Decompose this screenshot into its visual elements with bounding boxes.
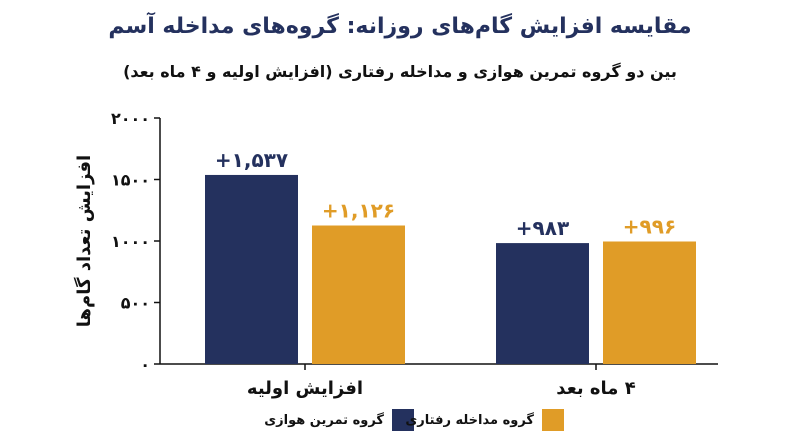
bar-value-label: +۱,۵۳۷ xyxy=(215,148,288,172)
bar xyxy=(205,174,298,364)
y-tick-label: ۲۰۰۰ xyxy=(111,109,150,128)
x-tick-label: ۴ ماه بعد xyxy=(556,378,635,399)
legend-item-behavioral: گروه مداخله رفتاری xyxy=(405,409,564,431)
bar-value-label: +۹۹۶ xyxy=(623,214,676,238)
bar-value-label: +۹۸۳ xyxy=(516,216,569,240)
y-axis-label: افزایش تعداد گام‌ها xyxy=(73,155,95,327)
legend-swatch-behavioral xyxy=(542,409,564,431)
bar-chart: ۰ ۵۰۰ ۱۰۰۰ ۱۵۰۰ ۲۰۰۰ افزایش تعداد گام‌ها +۱,۵۳… xyxy=(73,109,718,399)
y-tick-label: ۰ xyxy=(140,355,150,374)
legend-swatch-aerobic xyxy=(392,409,414,431)
y-tick-label: ۵۰۰ xyxy=(121,294,150,313)
bar xyxy=(496,243,589,364)
bar xyxy=(603,241,696,364)
x-tick-label: افزایش اولیه xyxy=(247,378,363,399)
chart-subtitle: بین دو گروه تمرین هوازی و مداخله رفتاری … xyxy=(123,62,677,81)
y-tick-label: ۱۰۰۰ xyxy=(111,232,150,251)
bar-value-label: +۱,۱۲۶ xyxy=(322,199,395,223)
legend-label-behavioral: گروه مداخله رفتاری xyxy=(405,412,534,428)
y-tick-label: ۱۵۰۰ xyxy=(111,171,150,190)
chart-title: مقایسه افزایش گام‌های روزانه: گروه‌های م… xyxy=(108,14,692,39)
bar xyxy=(312,225,405,364)
legend: گروه تمرین هوازی گروه مداخله رفتاری xyxy=(0,404,800,440)
legend-label-aerobic: گروه تمرین هوازی xyxy=(264,412,384,428)
legend-item-aerobic: گروه تمرین هوازی xyxy=(264,409,414,431)
